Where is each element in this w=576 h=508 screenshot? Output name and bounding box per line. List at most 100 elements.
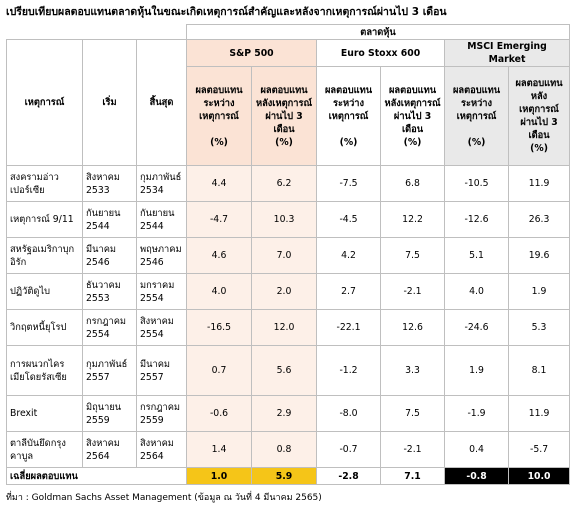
em-after-cell: 11.9 (508, 165, 571, 202)
unit-label: (%) (275, 136, 293, 148)
eu-after-cell: 7.5 (380, 237, 446, 274)
em-after-cell: 5.3 (508, 309, 571, 346)
sp-after-cell: 0.8 (251, 431, 318, 468)
unit-label: (%) (403, 136, 422, 148)
event-cell: การผนวกไครเมียโดยรัสเซีย (6, 345, 83, 396)
start-cell: กรกฎาคม 2554 (82, 309, 137, 346)
sp-after-cell: 12.0 (251, 309, 318, 346)
table-row: การผนวกไครเมียโดยรัสเซีย กุมภาพันธ์ 2557… (6, 345, 571, 396)
em-during-cell: 5.1 (444, 237, 510, 274)
unit-label: (%) (467, 136, 486, 148)
eu-after-cell: -2.1 (380, 273, 446, 310)
em-during-cell: -12.6 (444, 201, 510, 238)
unit-label: (%) (210, 136, 228, 148)
sp-after-cell: 2.9 (251, 395, 318, 432)
start-cell: กันยายน 2544 (82, 201, 137, 238)
sp-after-cell: 5.6 (251, 345, 318, 396)
sub-header-text: ผลตอบแทนหลังเหตุการณ์ผ่านไป 3 เดือน (515, 78, 563, 141)
sub-header-text: ผลตอบแทนระหว่างเหตุการณ์ (452, 84, 501, 122)
eu-after-cell: -2.1 (380, 431, 446, 468)
market-header-sp500: S&P 500 (186, 39, 318, 67)
unit-label: (%) (339, 136, 358, 148)
avg-sp-during: 1.0 (186, 467, 253, 485)
col-start-header: เริ่ม (82, 39, 137, 166)
event-cell: วิกฤตหนี้ยุโรป (6, 309, 83, 346)
event-cell: ตาลีบันยึดกรุงคาบูล (6, 431, 83, 468)
end-cell: มีนาคม 2557 (135, 345, 188, 396)
market-group-header: ตลาดหุ้น (186, 24, 571, 40)
em-during-cell: 1.9 (444, 345, 510, 396)
sp-during-cell: 4.6 (186, 237, 253, 274)
event-cell: เหตุการณ์ 9/11 (6, 201, 83, 238)
end-cell: กรกฎาคม 2559 (135, 395, 188, 432)
source-note: ที่มา : Goldman Sachs Asset Management (… (6, 493, 322, 503)
sp-after-cell: 10.3 (251, 201, 318, 238)
sp-after-cell: 2.0 (251, 273, 318, 310)
end-cell: สิงหาคม 2554 (135, 309, 188, 346)
page-title: เปรียบเทียบผลตอบแทนตลาดหุ้นในขณะเกิดเหตุ… (6, 6, 447, 18)
eu-after-cell: 7.5 (380, 395, 446, 432)
sub-header-text: ผลตอบแทนระหว่างเหตุการณ์ (324, 84, 373, 122)
table-row: Brexit มิถุนายน 2559 กรกฎาคม 2559 -0.6 2… (6, 395, 571, 432)
eu-during-cell: -8.0 (316, 395, 382, 432)
eu-during-cell: -7.5 (316, 165, 382, 202)
table-row: วิกฤตหนี้ยุโรป กรกฎาคม 2554 สิงหาคม 2554… (6, 309, 571, 346)
table-row: สงครามอ่าวเปอร์เซีย สิงหาคม 2533 กุมภาพั… (6, 165, 571, 202)
sub-header-text: ผลตอบแทนระหว่างเหตุการณ์ (195, 84, 243, 122)
market-header-msci-em: MSCI Emerging Market (444, 39, 571, 67)
em-after-cell: 11.9 (508, 395, 571, 432)
col-event-header: เหตุการณ์ (6, 39, 83, 166)
sp-during-cell: 4.4 (186, 165, 253, 202)
eu-after-cell: 12.2 (380, 201, 446, 238)
sub-header-sp-after: ผลตอบแทนหลังเหตุการณ์ผ่านไป 3 เดือน (%) (251, 66, 318, 166)
start-cell: กุมภาพันธ์ 2557 (82, 345, 137, 396)
eu-after-cell: 12.6 (380, 309, 446, 346)
sp-during-cell: 1.4 (186, 431, 253, 468)
em-after-cell: 19.6 (508, 237, 571, 274)
table-row: สหรัฐอเมริกาบุกอิรัก มีนาคม 2546 พฤษภาคม… (6, 237, 571, 274)
average-label: เฉลี่ยผลตอบแทน (5, 467, 188, 485)
event-cell: ปฏิวัติดูไบ (6, 273, 83, 310)
market-header-eurostoxx: Euro Stoxx 600 (316, 39, 446, 67)
em-after-cell: 26.3 (508, 201, 571, 238)
avg-em-after: 10.0 (508, 467, 571, 485)
sub-header-em-after: ผลตอบแทนหลังเหตุการณ์ผ่านไป 3 เดือน (%) (508, 66, 571, 166)
eu-during-cell: -22.1 (316, 309, 382, 346)
sp-during-cell: 4.0 (186, 273, 253, 310)
em-during-cell: 0.4 (444, 431, 510, 468)
sub-header-eu-after: ผลตอบแทนหลังเหตุการณ์ผ่านไป 3 เดือน (%) (380, 66, 446, 166)
col-end-header: สิ้นสุด (135, 39, 188, 166)
end-cell: กันยายน 2544 (135, 201, 188, 238)
event-cell: สงครามอ่าวเปอร์เซีย (6, 165, 83, 202)
end-cell: พฤษภาคม 2546 (135, 237, 188, 274)
sp-after-cell: 6.2 (251, 165, 318, 202)
avg-em-during: -0.8 (444, 467, 510, 485)
end-cell: มกราคม 2554 (135, 273, 188, 310)
em-during-cell: -10.5 (444, 165, 510, 202)
start-cell: สิงหาคม 2533 (82, 165, 137, 202)
sp-during-cell: -0.6 (186, 395, 253, 432)
avg-eu-during: -2.8 (316, 467, 382, 485)
sub-header-text: ผลตอบแทนหลังเหตุการณ์ผ่านไป 3 เดือน (255, 84, 313, 135)
sub-header-text: ผลตอบแทนหลังเหตุการณ์ผ่านไป 3 เดือน (384, 84, 441, 135)
unit-label: (%) (530, 143, 548, 154)
end-cell: กุมภาพันธ์ 2534 (135, 165, 188, 202)
em-during-cell: 4.0 (444, 273, 510, 310)
start-cell: สิงหาคม 2564 (82, 431, 137, 468)
em-during-cell: -1.9 (444, 395, 510, 432)
em-during-cell: -24.6 (444, 309, 510, 346)
sp-during-cell: -4.7 (186, 201, 253, 238)
table-row: ปฏิวัติดูไบ ธันวาคม 2553 มกราคม 2554 4.0… (6, 273, 571, 310)
em-after-cell: -5.7 (508, 431, 571, 468)
sp-during-cell: -16.5 (186, 309, 253, 346)
eu-during-cell: -1.2 (316, 345, 382, 396)
eu-after-cell: 6.8 (380, 165, 446, 202)
sp-during-cell: 0.7 (186, 345, 253, 396)
returns-table: ตลาดหุ้น เหตุการณ์ เริ่ม สิ้นสุด S&P 500… (5, 24, 571, 485)
start-cell: มิถุนายน 2559 (82, 395, 137, 432)
em-after-cell: 1.9 (508, 273, 571, 310)
eu-during-cell: -0.7 (316, 431, 382, 468)
sub-header-eu-during: ผลตอบแทนระหว่างเหตุการณ์ (%) (316, 66, 382, 166)
header-blank (7, 25, 187, 40)
start-cell: ธันวาคม 2553 (82, 273, 137, 310)
